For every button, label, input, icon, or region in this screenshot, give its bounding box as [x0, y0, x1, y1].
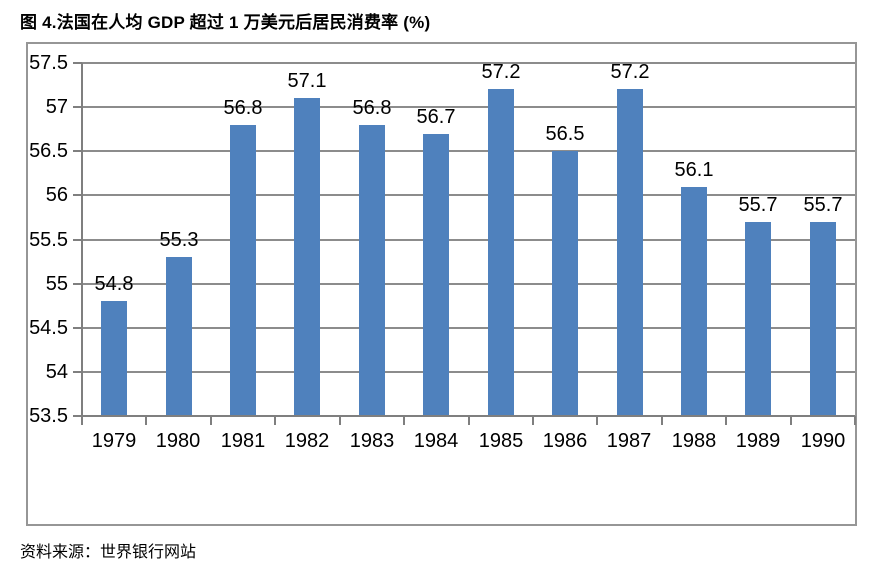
bar-1987	[617, 89, 643, 416]
x-axis-tick	[532, 416, 534, 425]
bar-1990	[810, 222, 836, 416]
bar-value-label: 55.3	[159, 229, 199, 251]
x-axis-tick	[468, 416, 470, 425]
gridline	[82, 194, 855, 197]
bar-1981	[230, 125, 256, 416]
x-axis-tick-label: 1980	[155, 430, 201, 452]
y-axis-tick	[73, 106, 82, 109]
bar-value-label: 56.8	[223, 97, 263, 119]
y-axis-tick-label: 57.5	[29, 52, 68, 74]
bar-1980	[166, 257, 192, 416]
bar-value-label: 55.7	[803, 194, 843, 216]
x-axis-tick-label: 1982	[284, 430, 330, 452]
x-axis-tick	[81, 416, 83, 425]
bar-value-label: 54.8	[94, 273, 134, 295]
x-axis-tick	[596, 416, 598, 425]
x-axis-line	[82, 415, 855, 417]
bar-value-label: 57.2	[610, 61, 650, 83]
x-axis-tick	[210, 416, 212, 425]
x-axis-tick	[790, 416, 792, 425]
x-axis-tick	[274, 416, 276, 425]
x-axis-tick	[661, 416, 663, 425]
y-axis-tick-label: 57	[45, 96, 68, 119]
y-axis-tick-label: 54	[45, 360, 68, 383]
chart-area: 54.8 55.3 56.8 57.1 56.8 56.7 57.2 56.5 57.2 56.1…	[28, 44, 856, 524]
gridline	[82, 370, 855, 373]
x-axis-tick	[854, 416, 856, 425]
bar-value-label: 57.2	[481, 61, 521, 83]
x-axis-tick-label: 1987	[606, 430, 652, 452]
gridline	[82, 106, 855, 109]
source-note: 资料来源：世界银行网站	[20, 544, 197, 561]
y-axis-tick-label: 55	[45, 272, 68, 295]
x-axis-tick	[725, 416, 727, 425]
bar-1988	[681, 187, 707, 416]
y-axis-tick	[73, 282, 82, 285]
bar-value-label: 57.1	[287, 70, 327, 92]
x-axis-tick	[339, 416, 341, 425]
x-axis-tick-label: 1989	[735, 430, 781, 452]
bar-1983	[359, 125, 385, 416]
gridline	[82, 282, 855, 285]
plot-area: 54.8 55.3 56.8 57.1 56.8 56.7 57.2 56.5 57.2 56.1…	[81, 61, 855, 417]
y-axis-tick-label: 56.5	[29, 140, 68, 163]
x-axis-tick	[145, 416, 147, 425]
gridline	[82, 150, 855, 153]
x-axis-tick-label: 1981	[220, 430, 266, 452]
y-axis-line	[81, 63, 83, 416]
y-axis-tick-label: 55.5	[29, 228, 68, 251]
bar-1989	[745, 222, 771, 416]
y-axis-tick-label: 54.5	[29, 316, 68, 339]
gridline	[82, 326, 855, 329]
bar-value-label: 56.8	[352, 97, 392, 119]
y-axis-tick	[73, 238, 82, 241]
y-axis-tick	[73, 370, 82, 373]
x-axis-tick-label: 1979	[91, 430, 137, 452]
bar-value-label: 56.5	[545, 123, 585, 145]
y-axis-tick	[73, 326, 82, 329]
x-axis-tick-label: 1984	[413, 430, 459, 452]
x-axis-tick-label: 1986	[542, 430, 588, 452]
bar-1986	[552, 151, 578, 416]
x-axis-tick	[403, 416, 405, 425]
bar-value-label: 56.1	[674, 159, 714, 181]
y-axis-tick	[73, 194, 82, 197]
y-axis-tick-label: 56	[45, 184, 68, 207]
bar-1984	[423, 134, 449, 416]
bar-value-label: 55.7	[738, 194, 778, 216]
x-axis-tick-label: 1988	[671, 430, 717, 452]
x-axis-tick-label: 1983	[349, 430, 395, 452]
x-axis-tick-label: 1990	[800, 430, 846, 452]
gridline	[82, 238, 855, 241]
y-axis-tick	[73, 150, 82, 153]
chart-frame: 54.8 55.3 56.8 57.1 56.8 56.7 57.2 56.5 57.2 56.1…	[26, 42, 857, 526]
x-axis-tick-label: 1985	[478, 430, 524, 452]
y-axis-tick	[73, 415, 82, 417]
y-axis-tick-label: 53.5	[29, 405, 68, 427]
gridline	[82, 62, 855, 64]
y-axis-tick	[73, 62, 82, 64]
chart-title: 图 4.法国在人均 GDP 超过 1 万美元后居民消费率 (%)	[20, 13, 431, 32]
bar-value-label: 56.7	[416, 106, 456, 128]
bar-1979	[101, 301, 127, 416]
bar-1985	[488, 89, 514, 416]
bar-1982	[294, 98, 320, 416]
